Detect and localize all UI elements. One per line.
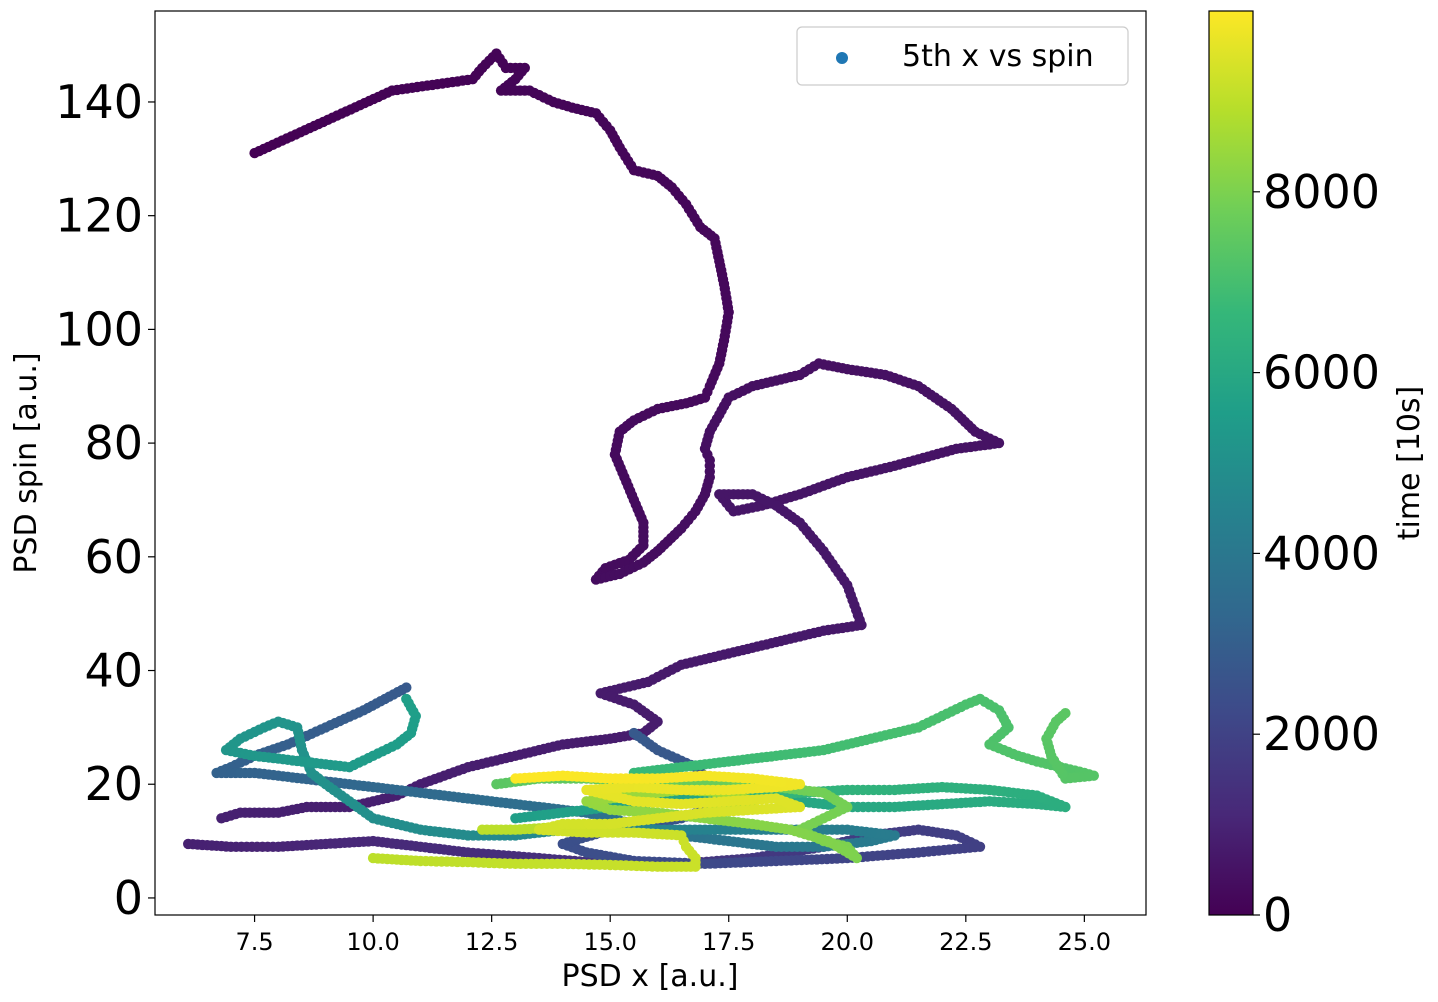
plot-frame — [154, 10, 1147, 916]
x-tick-label: 17.5 — [702, 928, 755, 956]
data-point — [628, 727, 640, 739]
x-tick-label: 10.0 — [346, 928, 399, 956]
y-tick-label: 40 — [84, 644, 143, 698]
y-tick-label: 120 — [55, 189, 143, 243]
data-points — [183, 48, 1100, 872]
y-tick-label: 0 — [114, 871, 143, 925]
y-tick-label: 80 — [84, 416, 143, 470]
data-point — [216, 813, 227, 824]
y-axis-label: PSD spin [a.u.] — [9, 352, 44, 573]
x-axis-ticks: 7.5 10.0 12.5 15.0 17.5 20.0 22.5 25.0 — [235, 915, 1111, 956]
data-point — [401, 693, 412, 705]
y-tick-label: 140 — [55, 75, 143, 129]
legend: 5th x vs spin — [796, 26, 1129, 86]
colorbar-tick-label: 2000 — [1263, 707, 1380, 761]
colorbar-ticks: 0 2000 4000 6000 8000 — [1253, 165, 1380, 942]
colorbar-tick-label: 6000 — [1263, 346, 1380, 400]
colorbar — [1208, 10, 1254, 916]
y-axis-ticks: 0 20 40 60 80 100 120 140 — [55, 75, 155, 925]
y-tick-label: 20 — [84, 757, 143, 811]
data-point — [1060, 708, 1071, 719]
x-axis-label: PSD x [a.u.] — [562, 959, 739, 994]
x-tick-label: 22.5 — [939, 928, 992, 956]
data-point — [510, 773, 521, 784]
data-point — [477, 824, 488, 835]
x-tick-label: 7.5 — [235, 928, 273, 956]
y-tick-label: 60 — [84, 530, 143, 584]
x-tick-label: 25.0 — [1058, 928, 1111, 956]
y-tick-label: 100 — [55, 302, 143, 356]
legend-box — [796, 26, 1129, 86]
x-tick-label: 12.5 — [465, 928, 518, 956]
colorbar-tick-label: 0 — [1263, 888, 1292, 942]
colorbar-tick-label: 8000 — [1263, 165, 1380, 219]
x-tick-label: 20.0 — [821, 928, 874, 956]
colorbar-tick-label: 4000 — [1263, 526, 1380, 580]
colorbar-label: time [10s] — [1392, 386, 1427, 541]
legend-marker — [836, 52, 848, 64]
legend-label: 5th x vs spin — [902, 39, 1094, 74]
x-tick-label: 15.0 — [583, 928, 636, 956]
